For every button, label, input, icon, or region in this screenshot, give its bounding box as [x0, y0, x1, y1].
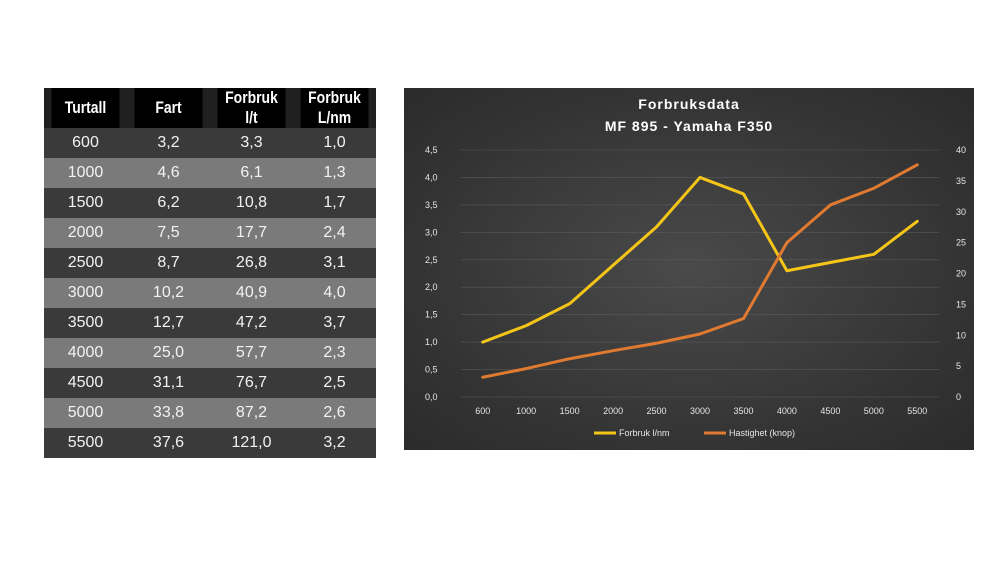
- y-right-tick-label: 30: [956, 207, 966, 217]
- table-cell: 1000: [44, 158, 127, 188]
- table-cell: 4,0: [293, 278, 376, 308]
- table-cell: 40,9: [210, 278, 293, 308]
- y-left-tick-label: 1,0: [425, 337, 438, 347]
- y-right-tick-label: 5: [956, 361, 961, 371]
- table-cell: 2500: [44, 248, 127, 278]
- table-cell: 1,0: [293, 128, 376, 158]
- table-row: 600 3,2 3,3 1,0: [44, 128, 376, 158]
- legend-forbruk-label: Forbruk l/nm: [619, 428, 670, 438]
- x-tick-label: 1500: [560, 406, 580, 416]
- table-cell: 3,2: [293, 428, 376, 458]
- table-cell: 4,6: [127, 158, 210, 188]
- table-cell: 17,7: [210, 218, 293, 248]
- series-line-hastighet: [481, 163, 919, 379]
- table-cell: 87,2: [210, 398, 293, 428]
- table-cell: 31,1: [127, 368, 210, 398]
- header-forbruk-lt: Forbruk l/t: [217, 88, 286, 128]
- table-cell: 76,7: [210, 368, 293, 398]
- table-cell: 4500: [44, 368, 127, 398]
- table-row: 1500 6,2 10,8 1,7: [44, 188, 376, 218]
- y-right-tick-label: 0: [956, 392, 961, 402]
- header-forbruk-lnm: Forbruk L/nm: [300, 88, 369, 128]
- table-row: 5500 37,6 121,0 3,2: [44, 428, 376, 458]
- table-cell: 10,2: [127, 278, 210, 308]
- y-right-tick-label: 20: [956, 269, 966, 279]
- table-cell: 25,0: [127, 338, 210, 368]
- y-left-tick-label: 0,0: [425, 392, 438, 402]
- x-tick-label: 4500: [820, 406, 840, 416]
- table-row: 1000 4,6 6,1 1,3: [44, 158, 376, 188]
- chart-title-line2: MF 895 - Yamaha F350: [605, 118, 773, 134]
- table-cell: 37,6: [127, 428, 210, 458]
- chart-title-line1: Forbruksdata: [638, 96, 739, 112]
- table-header-row: Turtall Fart Forbruk l/t Forbruk L/nm: [44, 88, 376, 128]
- x-tick-label: 5500: [907, 406, 927, 416]
- legend-hastighet-label: Hastighet (knop): [729, 428, 795, 438]
- header-turtall: Turtall: [51, 88, 120, 128]
- table-cell: 1500: [44, 188, 127, 218]
- table-cell: 3,1: [293, 248, 376, 278]
- table-cell: 8,7: [127, 248, 210, 278]
- y-right-tick-label: 10: [956, 330, 966, 340]
- x-tick-label: 4000: [777, 406, 797, 416]
- y-left-tick-label: 3,5: [425, 200, 438, 210]
- table-cell: 4000: [44, 338, 127, 368]
- table-cell: 7,5: [127, 218, 210, 248]
- header-fart: Fart: [134, 88, 203, 128]
- table-cell: 1,7: [293, 188, 376, 218]
- table-row: 3500 12,7 47,2 3,7: [44, 308, 376, 338]
- table-cell: 12,7: [127, 308, 210, 338]
- series-line-forbruk: [481, 175, 919, 344]
- table-cell: 3000: [44, 278, 127, 308]
- y-left-tick-label: 4,0: [425, 172, 438, 182]
- table-cell: 47,2: [210, 308, 293, 338]
- table-row: 5000 33,8 87,2 2,6: [44, 398, 376, 428]
- table-cell: 5500: [44, 428, 127, 458]
- table-row: 4500 31,1 76,7 2,5: [44, 368, 376, 398]
- table-cell: 57,7: [210, 338, 293, 368]
- table-cell: 3,2: [127, 128, 210, 158]
- table-cell: 2000: [44, 218, 127, 248]
- table-cell: 121,0: [210, 428, 293, 458]
- x-tick-label: 2000: [603, 406, 623, 416]
- y-left-tick-label: 2,5: [425, 255, 438, 265]
- y-right-tick-label: 25: [956, 238, 966, 248]
- table-cell: 2,5: [293, 368, 376, 398]
- y-left-tick-label: 1,5: [425, 310, 438, 320]
- x-tick-label: 3000: [690, 406, 710, 416]
- x-tick-label: 3500: [733, 406, 753, 416]
- y-right-tick-label: 15: [956, 299, 966, 309]
- y-right-tick-label: 35: [956, 176, 966, 186]
- table-cell: 600: [44, 128, 127, 158]
- table-cell: 3,7: [293, 308, 376, 338]
- table-row: 4000 25,0 57,7 2,3: [44, 338, 376, 368]
- x-tick-label: 5000: [864, 406, 884, 416]
- table-cell: 33,8: [127, 398, 210, 428]
- table-cell: 3,3: [210, 128, 293, 158]
- table-cell: 3500: [44, 308, 127, 338]
- table-cell: 10,8: [210, 188, 293, 218]
- x-tick-label: 600: [475, 406, 490, 416]
- y-left-tick-label: 3,0: [425, 227, 438, 237]
- table-cell: 6,1: [210, 158, 293, 188]
- y-left-tick-label: 4,5: [425, 145, 438, 155]
- y-right-tick-label: 40: [956, 145, 966, 155]
- x-tick-label: 1000: [516, 406, 536, 416]
- table-cell: 26,8: [210, 248, 293, 278]
- table-row: 2000 7,5 17,7 2,4: [44, 218, 376, 248]
- consumption-table: Turtall Fart Forbruk l/t Forbruk L/nm 60…: [44, 88, 376, 458]
- table-cell: 6,2: [127, 188, 210, 218]
- table-cell: 2,3: [293, 338, 376, 368]
- table-cell: 5000: [44, 398, 127, 428]
- x-tick-label: 2500: [647, 406, 667, 416]
- line-chart: Forbruksdata MF 895 - Yamaha F350 0,0 0,5…: [425, 96, 966, 438]
- chart-panel: Forbruksdata MF 895 - Yamaha F350 0,0 0,5…: [404, 88, 974, 450]
- table-row: 2500 8,7 26,8 3,1: [44, 248, 376, 278]
- y-left-tick-label: 0,5: [425, 365, 438, 375]
- table-row: 3000 10,2 40,9 4,0: [44, 278, 376, 308]
- table-cell: 1,3: [293, 158, 376, 188]
- table-cell: 2,6: [293, 398, 376, 428]
- table-cell: 2,4: [293, 218, 376, 248]
- y-left-tick-label: 2,0: [425, 282, 438, 292]
